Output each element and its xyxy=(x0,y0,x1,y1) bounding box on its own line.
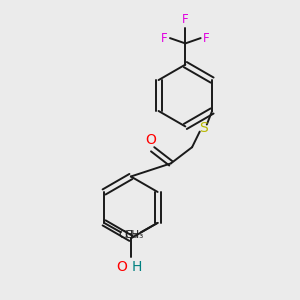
Text: CH₃: CH₃ xyxy=(124,230,143,240)
Text: O: O xyxy=(116,260,127,274)
Text: S: S xyxy=(199,121,208,135)
Text: F: F xyxy=(161,32,168,45)
Text: F: F xyxy=(182,13,189,26)
Text: O: O xyxy=(146,133,157,147)
Text: CH₃: CH₃ xyxy=(118,230,138,240)
Text: F: F xyxy=(203,32,210,45)
Text: H: H xyxy=(131,260,142,274)
